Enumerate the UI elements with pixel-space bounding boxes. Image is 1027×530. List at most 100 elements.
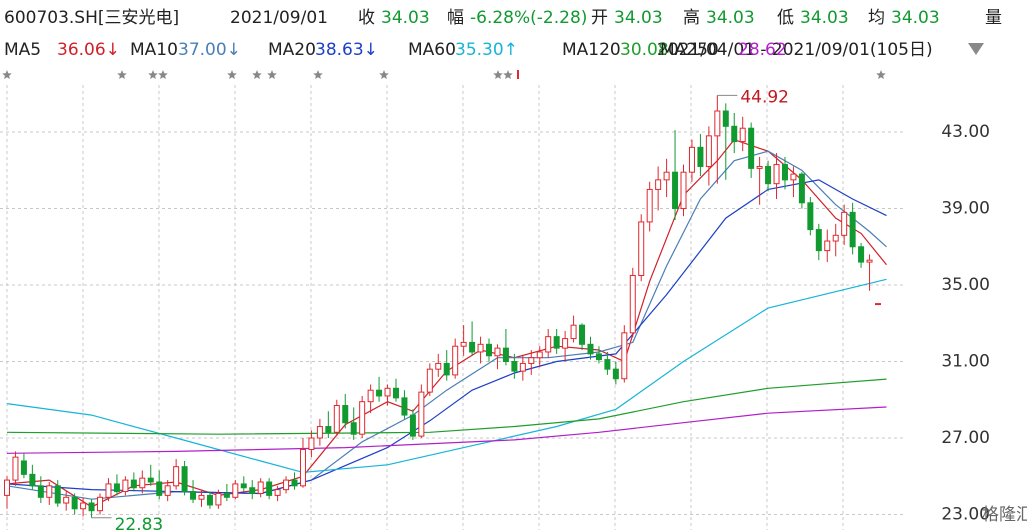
event-markers	[2, 70, 886, 79]
candle-body	[147, 477, 154, 483]
candle-body	[841, 211, 848, 236]
candle-body	[612, 368, 619, 380]
label: 量	[985, 8, 1002, 28]
star	[2, 70, 12, 79]
value: 34.03	[614, 8, 663, 28]
candle-body	[367, 389, 374, 403]
candle-body	[469, 341, 476, 353]
candle-body	[63, 496, 70, 504]
plot: 23.00 27.00 31.00 35.00 39.00 43.00 44.92 22.83	[0, 85, 990, 530]
candle-body	[570, 324, 577, 340]
star	[379, 70, 389, 79]
candle-body	[511, 361, 518, 372]
candle-body	[37, 485, 44, 498]
legend-value: 30.08	[620, 40, 669, 60]
y-tick-label: 35.00	[941, 275, 990, 295]
candle-body	[722, 110, 729, 127]
legend-name: MA120	[562, 40, 621, 60]
candle-body	[156, 481, 163, 496]
candle-body	[46, 485, 53, 498]
candle-body	[249, 487, 256, 494]
value: 34.03	[891, 8, 940, 28]
candle-body	[190, 491, 197, 500]
candle-body	[426, 368, 433, 393]
candle-body	[105, 483, 112, 498]
candle-body	[875, 303, 881, 306]
y-tick-label: 23.00	[941, 505, 990, 525]
ma-legend: MA5 36.06↓ MA10 37.00↓ MA20 38.63↓ MA60 35.30↑ M…	[4, 40, 787, 60]
ma-line	[6, 150, 887, 500]
candle-body	[486, 343, 493, 357]
candle-body	[97, 496, 104, 512]
candle-body	[308, 437, 315, 450]
candle-body	[765, 165, 772, 185]
candle-body	[680, 171, 687, 210]
candle-body	[452, 345, 459, 376]
candle-body	[291, 479, 298, 487]
candle-body	[71, 496, 78, 510]
candle-body	[130, 479, 137, 489]
candle-body	[798, 173, 805, 204]
min-label: 22.83	[115, 515, 164, 530]
star	[313, 70, 323, 79]
label: 均	[868, 8, 885, 28]
candle-body	[54, 485, 61, 504]
y-tick-label: 39.00	[941, 199, 990, 219]
candle-body	[646, 188, 653, 223]
candle-body	[460, 341, 467, 347]
date-range[interactable]: 2021/04/01 - 2021/09/01(105日)	[657, 40, 933, 60]
flag	[517, 70, 519, 79]
watermark: 格隆汇	[982, 505, 1027, 525]
candle-body	[80, 502, 87, 510]
candle-body	[655, 179, 662, 190]
candle-body	[333, 405, 340, 433]
dropdown-arrow[interactable]	[968, 43, 984, 55]
candle-body	[342, 405, 349, 424]
candle-body	[528, 357, 535, 364]
star	[493, 70, 503, 79]
stock-code: 600703.SH[三安光电]	[4, 8, 179, 28]
header: 600703.SH[三安光电] 2021/09/01 收 34.03 幅 -6.…	[4, 8, 1002, 60]
star	[876, 70, 886, 79]
candle-body	[824, 240, 831, 252]
y-tick-label: 43.00	[941, 122, 990, 142]
candle-body	[849, 211, 856, 248]
candle-body	[240, 483, 247, 489]
candle-body	[477, 343, 484, 353]
candle-body	[739, 127, 746, 143]
candle-body	[359, 401, 366, 435]
candle-body	[274, 489, 281, 496]
candle-body	[266, 481, 273, 496]
candle-body	[392, 387, 399, 399]
candle-body	[781, 164, 788, 181]
candle-body	[731, 125, 738, 143]
candle-body	[858, 246, 865, 263]
legend-name: MA20	[268, 40, 316, 60]
candle-body	[299, 448, 306, 487]
ma-line	[6, 179, 887, 495]
candle-body	[223, 492, 230, 498]
candle-body	[545, 336, 552, 353]
legend-name: MA10	[130, 40, 178, 60]
candle-body	[494, 347, 501, 357]
candle-body	[325, 426, 332, 433]
candle-body	[20, 460, 27, 475]
candle-body	[435, 362, 442, 370]
candle-body	[164, 485, 171, 496]
ma-line	[6, 406, 887, 454]
label: 开	[591, 8, 608, 28]
candle-body	[748, 127, 755, 169]
candle-body	[173, 466, 180, 487]
candle-body	[502, 347, 509, 363]
value: 34.03	[706, 8, 755, 28]
candle-body	[316, 426, 323, 439]
candle-body	[409, 414, 416, 437]
candle-body	[4, 479, 10, 496]
candle-body	[790, 173, 797, 181]
candle-body	[756, 165, 763, 169]
star	[227, 70, 237, 79]
candle-body	[714, 110, 721, 137]
legend-name: MA60	[408, 40, 456, 60]
candle-body	[122, 479, 129, 493]
candle-body	[536, 351, 543, 359]
